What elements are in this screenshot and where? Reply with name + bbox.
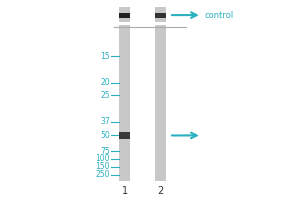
Text: 15: 15 (100, 52, 110, 61)
Text: 20: 20 (100, 78, 110, 87)
Text: 250: 250 (95, 170, 110, 179)
Bar (155, 7, 166, 22)
Bar (119, 25, 130, 181)
Bar (155, 13, 166, 18)
Text: 37: 37 (100, 117, 110, 126)
Bar (119, 7, 130, 22)
Text: 1: 1 (122, 186, 128, 196)
Bar (119, 132, 130, 139)
Text: 50: 50 (100, 131, 110, 140)
Text: 2: 2 (157, 186, 164, 196)
Text: 100: 100 (95, 154, 110, 163)
Text: 150: 150 (95, 162, 110, 171)
Bar (155, 25, 166, 181)
Text: control: control (205, 11, 234, 20)
Text: 25: 25 (100, 91, 110, 100)
Text: 75: 75 (100, 147, 110, 156)
Bar (119, 13, 130, 18)
